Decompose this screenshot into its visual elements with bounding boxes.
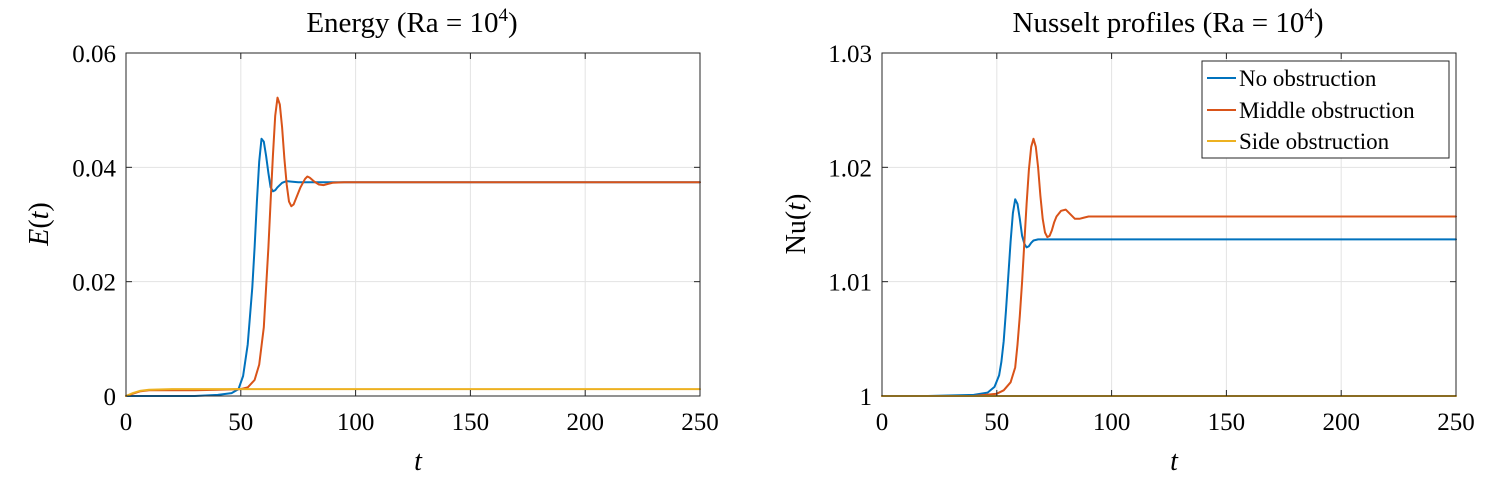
energy-chart-ytick-label: 0.06	[72, 41, 116, 68]
nusselt-chart-frame	[881, 52, 1457, 397]
energy-chart-title: Energy (Ra = 104)	[306, 5, 517, 39]
legend-label-no-obstruction: No obstruction	[1239, 66, 1377, 91]
nusselt-chart-title: Nusselt profiles (Ra = 104)	[1013, 5, 1324, 39]
energy-chart-xtick-label: 50	[228, 409, 253, 436]
energy-chart-ticks: 0 50 100 150 200 250 0 0.02 0.04 0.06	[72, 41, 719, 436]
energy-chart-frame	[125, 52, 701, 397]
energy-chart-xtick-label: 0	[120, 409, 133, 436]
nusselt-chart-series-middle-obstruction	[881, 137, 1457, 397]
energy-chart-xtick-label: 250	[681, 409, 719, 436]
energy-chart-ylabel: E(t)	[24, 202, 55, 247]
nusselt-chart-xtick-label: 200	[1322, 409, 1360, 436]
nusselt-chart-ticks: 0 50 100 150 200 250 1 1.01 1.02 1.03	[828, 41, 1475, 436]
nusselt-chart-ytick-label: 1	[860, 384, 873, 411]
nusselt-chart-ytick-label: 1.03	[828, 41, 872, 68]
energy-chart-series-side-obstruction	[125, 388, 701, 397]
energy-chart-series	[125, 96, 701, 397]
nusselt-chart-xtick-label: 0	[876, 409, 889, 436]
nusselt-chart-series-no-obstruction	[881, 198, 1457, 397]
energy-chart-xtick-label: 100	[337, 409, 375, 436]
nusselt-chart-xtick-label: 100	[1093, 409, 1131, 436]
nusselt-chart-ylabel: Nu(t)	[781, 194, 812, 255]
nusselt-chart-xlabel: t	[1170, 446, 1179, 477]
energy-chart-series-no-obstruction	[125, 137, 701, 397]
nusselt-chart-ytick-label: 1.02	[828, 155, 872, 182]
energy-chart-ytick-label: 0	[104, 384, 117, 411]
nusselt-chart-xtick-label: 50	[984, 409, 1009, 436]
nusselt-chart-ytick-label: 1.01	[828, 270, 872, 297]
nusselt-chart: Nusselt profiles (Ra = 104) 0 50 100 150 200…	[781, 5, 1475, 477]
nusselt-chart-legend: No obstruction Middle obstruction Side o…	[1201, 60, 1450, 159]
legend-label-middle-obstruction: Middle obstruction	[1239, 98, 1415, 123]
energy-chart: Energy (Ra = 104) 0 50 100 150 200 250 0 0.02 0.…	[24, 5, 719, 477]
nusselt-chart-xtick-label: 250	[1437, 409, 1475, 436]
energy-chart-xtick-label: 150	[452, 409, 490, 436]
nusselt-chart-xtick-label: 150	[1208, 409, 1246, 436]
energy-chart-xtick-label: 200	[566, 409, 604, 436]
energy-chart-ytick-label: 0.04	[72, 155, 116, 182]
legend-box	[1201, 60, 1450, 159]
legend-label-side-obstruction: Side obstruction	[1239, 129, 1390, 154]
energy-chart-xlabel: t	[414, 446, 423, 477]
energy-chart-ytick-label: 0.02	[72, 270, 116, 297]
